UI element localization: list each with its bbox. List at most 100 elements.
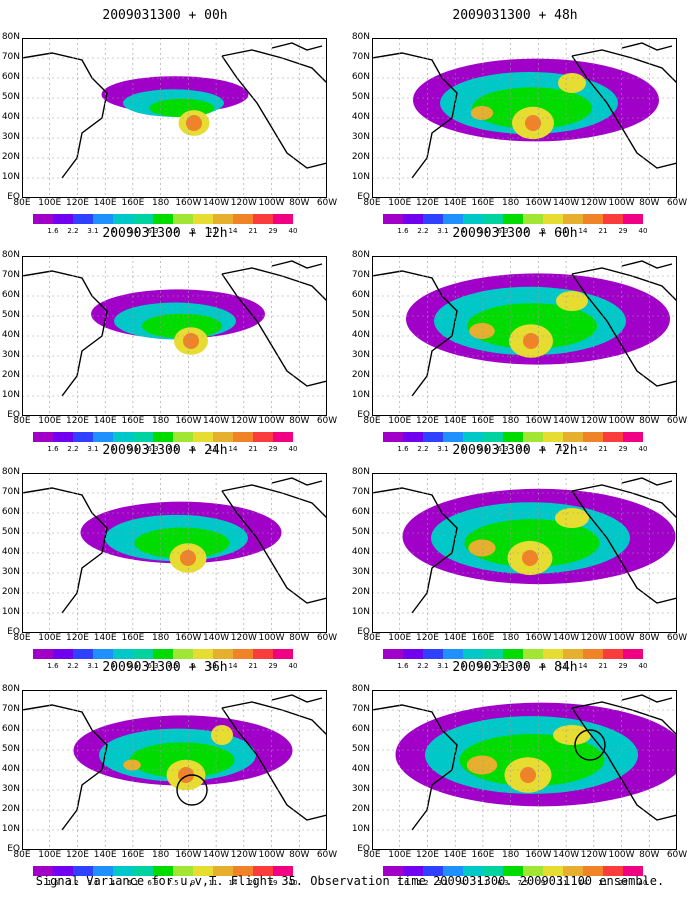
colorbar-swatch <box>93 432 113 442</box>
lat-label: 80N <box>1 32 20 42</box>
colorbar-label: 1.6 <box>397 227 409 235</box>
lon-label: 160W <box>175 198 202 208</box>
lat-label: 10N <box>1 390 20 400</box>
lon-label: 140E <box>93 633 117 643</box>
lon-label: 140E <box>93 416 117 426</box>
variance-map <box>22 38 327 198</box>
lon-label: 140W <box>203 198 230 208</box>
panel-title: 2009031300 + 72h <box>452 443 578 458</box>
lat-label: 10N <box>351 390 370 400</box>
colorbar-swatch <box>53 214 73 224</box>
lat-label: 50N <box>1 310 20 320</box>
lon-label: 120E <box>66 198 89 208</box>
colorbar-label: 7.5 <box>517 879 529 887</box>
observation-circle <box>574 729 606 761</box>
colorbar-label: 29 <box>618 227 628 235</box>
lon-label: 60W <box>316 633 338 643</box>
lat-label: 50N <box>351 92 370 102</box>
lon-label: 160E <box>471 198 495 208</box>
colorbar-label: 40 <box>638 445 648 453</box>
lat-label: 10N <box>351 607 370 617</box>
variance-region <box>525 115 541 131</box>
lon-label: 140W <box>203 416 230 426</box>
variance-region <box>180 550 196 566</box>
colorbar-label: 5.1 <box>127 445 139 453</box>
colorbar-label: 11 <box>558 227 568 235</box>
map-frame <box>22 690 327 850</box>
colorbar-label: 3.1 <box>87 879 99 887</box>
colorbar-swatch <box>33 432 53 442</box>
lon-label: 100W <box>608 633 635 643</box>
lat-label: 10N <box>351 172 370 182</box>
colorbar-swatch <box>443 866 463 876</box>
lon-label: 100W <box>608 850 635 860</box>
variance-region <box>466 755 498 775</box>
colorbar-swatch <box>523 866 543 876</box>
lat-label: 30N <box>351 567 370 577</box>
lon-label: 160W <box>525 633 552 643</box>
variance-region <box>123 759 141 771</box>
lat-label: 20N <box>1 370 20 380</box>
lon-label: 160E <box>471 633 495 643</box>
lat-label: 80N <box>351 467 370 477</box>
colorbar-label: 21 <box>598 662 608 670</box>
lat-label: 30N <box>351 132 370 142</box>
colorbar-swatch <box>483 649 503 659</box>
colorbar-label: 5.1 <box>477 662 489 670</box>
colorbar-label: 9 <box>190 879 196 887</box>
lat-label: EQ <box>357 192 370 202</box>
lon-label: 100E <box>388 198 412 208</box>
colorbar-label: 1.6 <box>397 445 409 453</box>
colorbar-label: 7.5 <box>517 445 529 453</box>
colorbar-label: 6.3 <box>497 662 509 670</box>
lon-label: 120W <box>230 633 257 643</box>
lon-label: 160E <box>121 416 145 426</box>
colorbar-swatch <box>443 214 463 224</box>
colorbar-swatch <box>53 649 73 659</box>
map-panel-60h: 2009031300 + 60h 80N 70N 60N 50N 40N 30N 20N 10N… <box>350 226 687 453</box>
colorbar-label: 14 <box>578 445 588 453</box>
colorbar-label: 11 <box>558 879 568 887</box>
lon-label: 80E <box>13 633 31 643</box>
colorbar-label: 2.2 <box>417 227 429 235</box>
lon-label: 180 <box>502 633 520 643</box>
colorbar-swatch <box>153 649 173 659</box>
colorbar-swatch <box>563 432 583 442</box>
colorbar-swatch <box>113 214 133 224</box>
lat-label: EQ <box>7 192 20 202</box>
colorbar-label: 40 <box>638 662 648 670</box>
colorbar-swatch <box>153 866 173 876</box>
variance-region <box>134 527 230 559</box>
colorbar-swatch <box>503 214 523 224</box>
colorbar-swatch <box>273 866 293 876</box>
lat-label: 60N <box>351 72 370 82</box>
panel-title: 2009031300 + 24h <box>102 443 228 458</box>
colorbar-swatch <box>193 214 213 224</box>
colorbar-swatch <box>383 649 403 659</box>
lon-label: 160W <box>525 198 552 208</box>
map-frame <box>22 256 327 416</box>
lat-label: EQ <box>7 410 20 420</box>
colorbar-label: 11 <box>558 662 568 670</box>
lon-label: 80W <box>639 633 660 643</box>
colorbar-swatch <box>623 866 643 876</box>
lat-label: 60N <box>1 724 20 734</box>
map-panel-36h: 2009031300 + 36h 80N 70N 60N 50N 40N 30N 20N 10N… <box>0 660 337 887</box>
lon-label: 120W <box>580 198 607 208</box>
lat-label: 20N <box>1 804 20 814</box>
variance-map <box>22 473 327 633</box>
colorbar-swatch <box>193 432 213 442</box>
lat-label: 40N <box>351 764 370 774</box>
lat-label: 70N <box>1 704 20 714</box>
colorbar-label: 7.5 <box>517 227 529 235</box>
colorbar-swatch <box>603 649 623 659</box>
lon-label: 100W <box>258 850 285 860</box>
lon-label: 120W <box>580 850 607 860</box>
lon-label: 120W <box>230 198 257 208</box>
colorbar-label: 40 <box>288 227 298 235</box>
colorbar-swatch <box>463 214 483 224</box>
variance-region <box>523 333 539 349</box>
lon-label: 100E <box>38 198 62 208</box>
colorbar-swatch <box>153 432 173 442</box>
colorbar-swatch <box>33 214 53 224</box>
